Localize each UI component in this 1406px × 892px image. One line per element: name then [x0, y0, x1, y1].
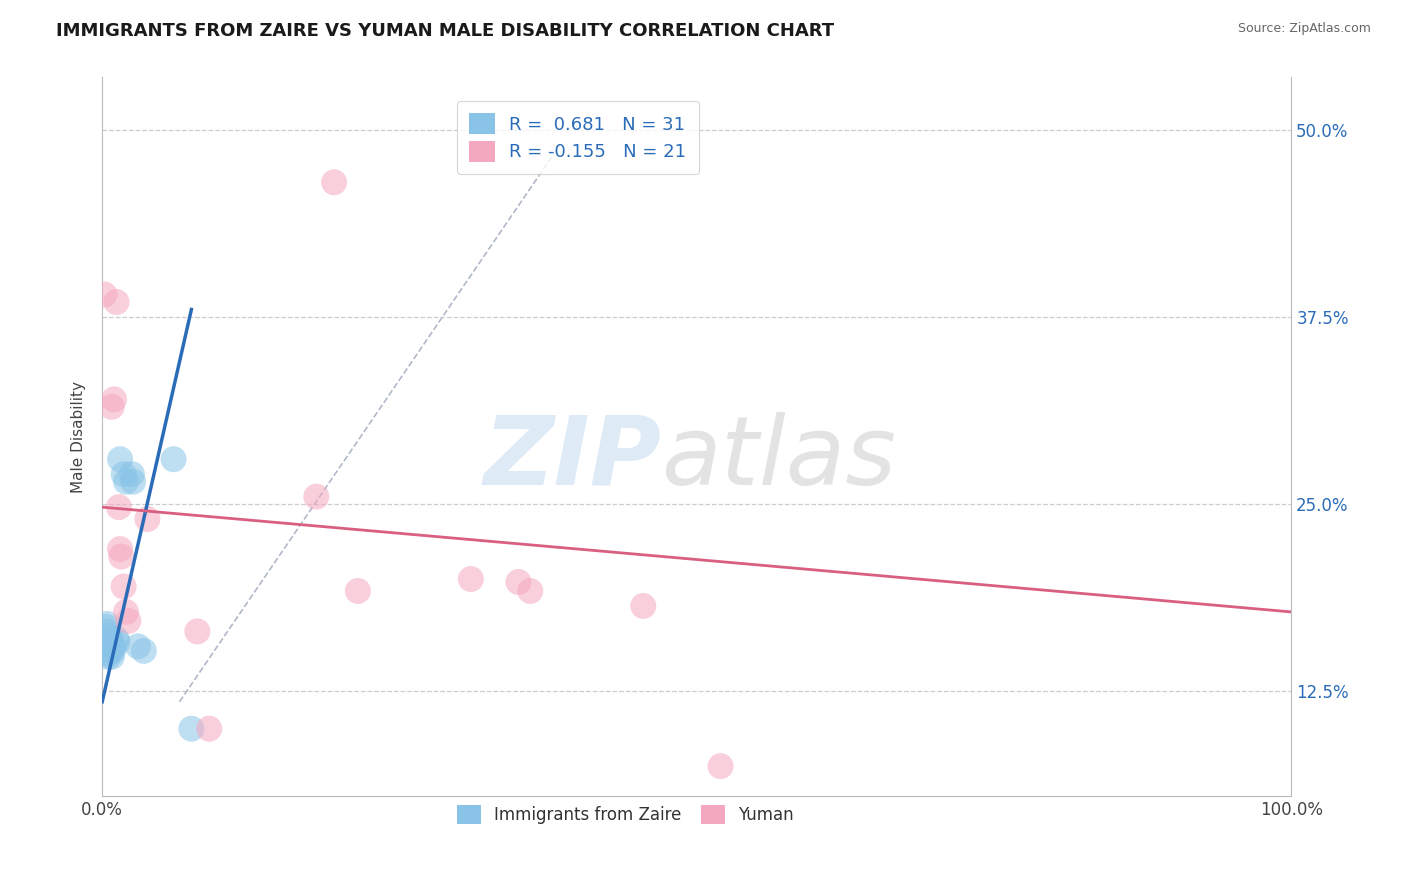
Point [136, 512, 159, 526]
Point [112, 467, 135, 482]
Point [96, 640, 118, 654]
Point [633, 599, 655, 613]
Point [105, 632, 128, 646]
Point [115, 475, 138, 489]
Point [108, 452, 131, 467]
Point [323, 175, 346, 189]
Point [709, 759, 731, 773]
Point [93, 287, 115, 301]
Point [519, 584, 541, 599]
Point [103, 640, 125, 654]
Point [97, 649, 120, 664]
Point [101, 644, 124, 658]
Point [94, 620, 117, 634]
Point [107, 635, 129, 649]
Point [117, 614, 139, 628]
Text: IMMIGRANTS FROM ZAIRE VS YUMAN MALE DISABILITY CORRELATION CHART: IMMIGRANTS FROM ZAIRE VS YUMAN MALE DISA… [56, 22, 834, 40]
Point [460, 572, 482, 586]
Point [508, 574, 530, 589]
Point [305, 490, 328, 504]
Text: ZIP: ZIP [484, 412, 661, 505]
Point [122, 475, 145, 489]
Point [98, 635, 121, 649]
Point [186, 624, 208, 639]
Point [108, 500, 131, 515]
Point [96, 616, 118, 631]
Point [100, 400, 122, 414]
Point [108, 542, 131, 557]
Point [93, 640, 115, 654]
Point [132, 644, 155, 658]
Point [103, 392, 125, 407]
Point [100, 640, 122, 654]
Point [198, 722, 221, 736]
Point [347, 584, 370, 599]
Point [97, 632, 120, 646]
Point [115, 605, 138, 619]
Point [100, 649, 122, 664]
Point [100, 644, 122, 658]
Text: Source: ZipAtlas.com: Source: ZipAtlas.com [1237, 22, 1371, 36]
Point [105, 295, 128, 310]
Point [96, 624, 118, 639]
Point [94, 635, 117, 649]
Point [112, 579, 135, 593]
Text: atlas: atlas [661, 412, 896, 505]
Point [97, 647, 120, 661]
Point [121, 467, 143, 482]
Point [100, 632, 122, 646]
Point [110, 549, 132, 564]
Point [162, 452, 184, 467]
Point [127, 640, 149, 654]
Point [100, 640, 122, 654]
Y-axis label: Male Disability: Male Disability [72, 381, 86, 492]
Point [180, 722, 202, 736]
Legend: Immigrants from Zaire, Yuman: Immigrants from Zaire, Yuman [447, 795, 804, 835]
Point [98, 640, 121, 654]
Point [98, 629, 121, 643]
Point [100, 640, 122, 654]
